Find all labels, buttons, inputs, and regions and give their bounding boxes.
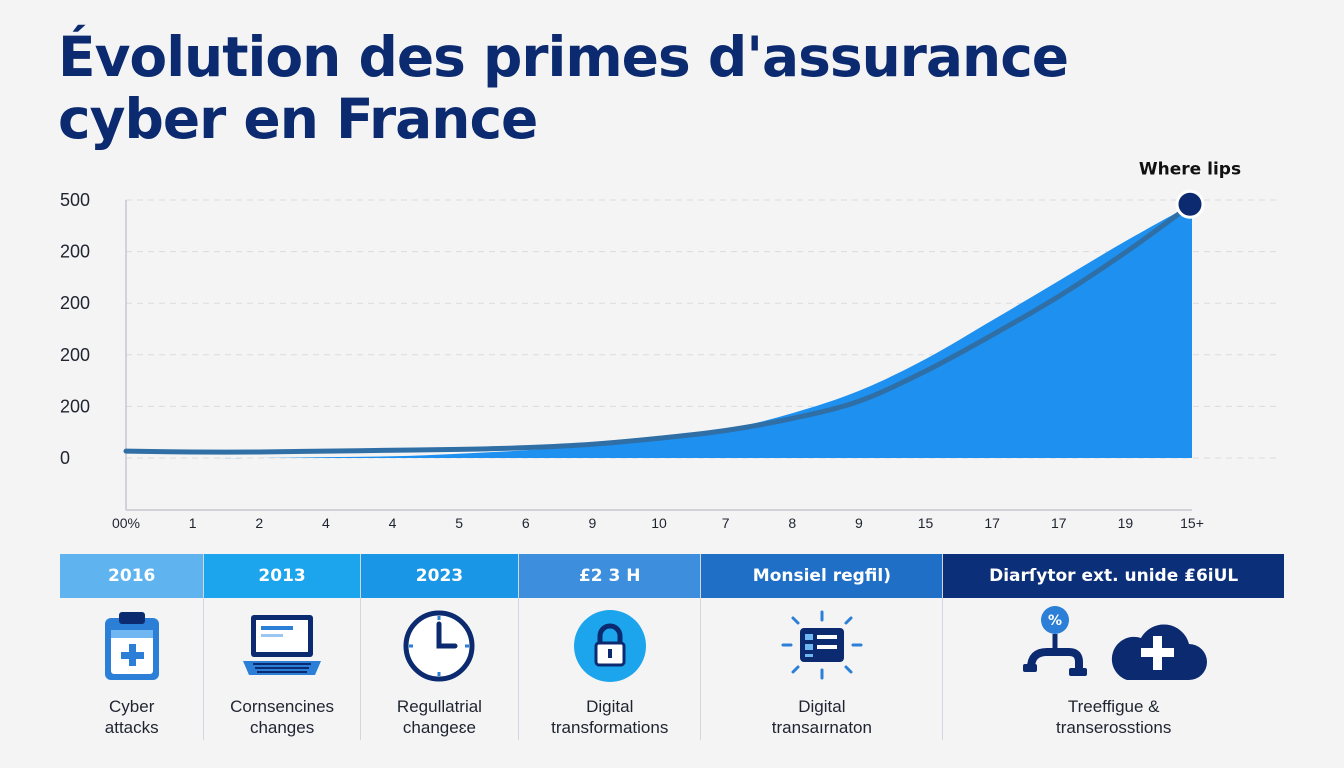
clipboard-plus-icon xyxy=(87,608,177,684)
x-tick-label: 15 xyxy=(918,515,934,531)
peak-marker xyxy=(1175,189,1205,219)
x-tick-label: 17 xyxy=(984,515,1000,531)
driver-column: 2016 Cyber attacks xyxy=(60,554,205,740)
x-tick-label: 5 xyxy=(455,515,463,531)
driver-label: Treeffigue & transerosstions xyxy=(1056,697,1172,737)
driver-label: Digital transformations xyxy=(551,697,669,737)
driver-year: 2023 xyxy=(360,554,519,598)
svg-text:%: % xyxy=(1048,613,1062,629)
x-tick-label: 2 xyxy=(255,515,263,531)
y-tick-label: 500 xyxy=(60,190,90,210)
x-tick-label: 8 xyxy=(788,515,796,531)
driver-column: Diarſytor ext. unide ₤6iUL % Treeffigue … xyxy=(943,554,1284,740)
y-tick-label: 0 xyxy=(60,448,70,468)
area-series xyxy=(126,204,1192,459)
cyber-premium-chart: 500 200 200 200 200 0 00% 1 2 4 4 5 6 9 10 7 8 9 15 17 17 19 1… xyxy=(60,159,1276,531)
x-tick-label: 9 xyxy=(588,515,596,531)
y-tick-label: 200 xyxy=(60,396,90,416)
x-tick-label: 10 xyxy=(651,515,667,531)
driver-column: £2 3 H Digital transformations xyxy=(519,554,702,740)
driver-label: Digital transaırnaton xyxy=(771,697,872,737)
driver-year: 2013 xyxy=(204,554,360,598)
y-tick-label: 200 xyxy=(60,293,90,313)
x-tick-label: 19 xyxy=(1118,515,1134,531)
driver-label: Cyber attacks xyxy=(104,697,159,737)
driver-label: Cornsencines changes xyxy=(230,697,335,737)
driver-label: Regullatrial changeɛe xyxy=(396,697,482,737)
drivers-panel: 2016 Cyber attacks 2013 xyxy=(60,554,1284,740)
driver-year: Diarſytor ext. unide ₤6iUL xyxy=(943,554,1284,598)
id-card-icon xyxy=(777,608,867,684)
series xyxy=(123,189,1205,459)
x-tick-label: 9 xyxy=(855,515,863,531)
driver-column: Monsiel regfil) Digital transaırnaton xyxy=(701,554,944,740)
x-tick-label: 15+ xyxy=(1180,515,1204,531)
driver-year: 2016 xyxy=(60,554,204,598)
driver-year: £2 3 H xyxy=(519,554,701,598)
y-tick-label: 200 xyxy=(60,345,90,365)
y-tick-label: 200 xyxy=(60,242,90,262)
x-tick-label: 7 xyxy=(722,515,730,531)
driver-year: Monsiel regfil) xyxy=(701,554,943,598)
laptop-icon xyxy=(237,608,327,684)
x-tick-label: 6 xyxy=(522,515,530,531)
driver-column: 2023 Regullatrial changeɛe xyxy=(360,554,520,740)
peak-annotation: Where lips xyxy=(1139,159,1241,179)
axes xyxy=(125,200,1192,511)
driver-column: 2013 Cornsencines changes xyxy=(204,554,361,740)
x-tick-label: 4 xyxy=(322,515,330,531)
lock-icon xyxy=(565,608,655,684)
x-tick-label: 00% xyxy=(112,515,140,531)
cloud-plus-icon: % xyxy=(1014,606,1214,684)
clock-icon xyxy=(394,608,484,684)
tick-labels: 500 200 200 200 200 0 00% 1 2 4 4 5 6 9 10 7 8 9 15 17 17 19 1… xyxy=(60,159,1241,531)
page-title: Évolution des primes d'assurance cyber e… xyxy=(58,25,1069,151)
x-tick-label: 17 xyxy=(1051,515,1067,531)
x-tick-label: 4 xyxy=(389,515,397,531)
line-series xyxy=(123,201,1195,455)
x-tick-label: 1 xyxy=(189,515,197,531)
